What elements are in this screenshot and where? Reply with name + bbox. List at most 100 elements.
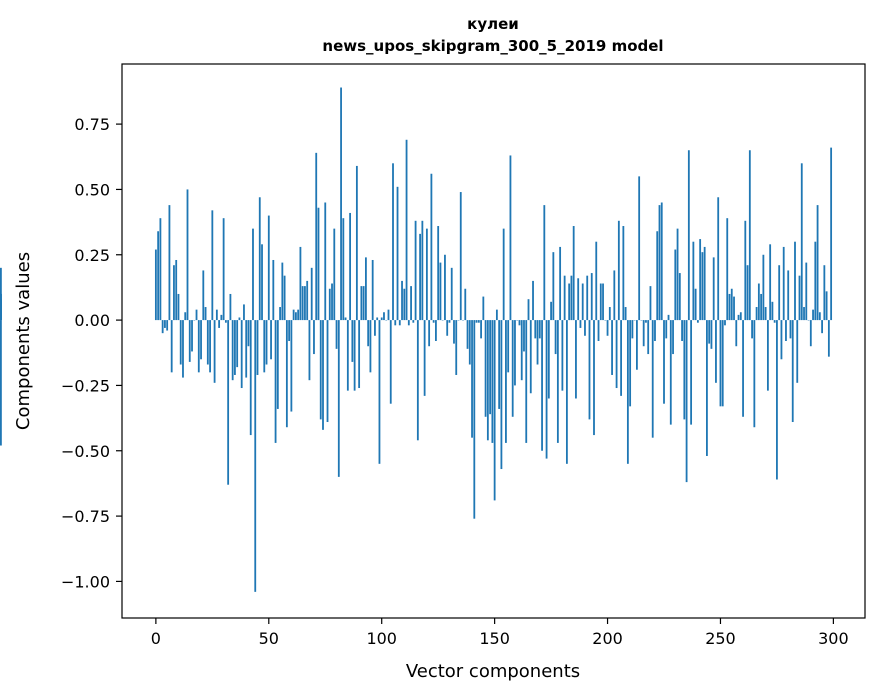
bar [748, 150, 751, 321]
bar [310, 267, 313, 321]
bar [439, 262, 442, 321]
bar [186, 189, 189, 321]
bar [753, 320, 756, 428]
bar [425, 228, 428, 321]
bar [270, 320, 272, 360]
bar [577, 278, 580, 321]
bar [823, 265, 826, 321]
bar [342, 218, 345, 321]
y-tick-label: −0.75 [61, 507, 110, 526]
bar [410, 286, 412, 321]
plot-frame [121, 63, 866, 619]
bar [699, 239, 702, 321]
bar [475, 320, 478, 323]
bar [218, 320, 221, 328]
bar [694, 288, 697, 321]
bar [656, 231, 659, 321]
bar [755, 307, 758, 321]
bar [505, 320, 507, 443]
bar [611, 320, 613, 375]
bar [572, 226, 575, 321]
x-axis: 0 50 100 150 200 250 300 [151, 618, 849, 648]
bar [498, 320, 501, 409]
bar [565, 320, 568, 464]
bar [636, 320, 638, 370]
bar [620, 320, 622, 396]
bar [398, 320, 401, 326]
bar [669, 320, 672, 425]
bar [204, 307, 207, 321]
y-tick-label: 0.25 [74, 246, 110, 265]
bar [206, 320, 209, 365]
bar [638, 176, 641, 321]
bar [647, 320, 650, 355]
bar [258, 197, 261, 321]
bar [175, 259, 178, 321]
bar [581, 283, 584, 321]
bar [240, 320, 243, 389]
bar [809, 320, 812, 347]
bar [191, 320, 193, 352]
bar [254, 320, 257, 592]
bar [798, 275, 801, 321]
bar [333, 228, 336, 321]
bar [195, 309, 198, 321]
bar [432, 320, 435, 323]
bar [301, 286, 304, 321]
bar [459, 192, 462, 321]
bar [595, 241, 598, 321]
bar [631, 320, 634, 339]
bar [285, 320, 288, 428]
bar [541, 320, 543, 451]
bar [263, 320, 266, 373]
bar [473, 320, 476, 519]
bar [367, 320, 370, 347]
bar [446, 320, 449, 336]
bar [726, 218, 729, 321]
bar [453, 320, 455, 344]
bar [706, 320, 708, 456]
bar [238, 317, 241, 321]
x-axis-label: Vector components [406, 661, 580, 682]
bar [428, 320, 431, 347]
bar [660, 202, 663, 321]
bar [665, 320, 668, 339]
bar [182, 320, 184, 378]
bar [681, 320, 683, 341]
bar [651, 320, 654, 438]
bar [608, 307, 611, 321]
bar [421, 220, 424, 321]
bar [509, 155, 512, 321]
bar [764, 307, 767, 321]
bar [358, 320, 361, 389]
bar [507, 320, 510, 373]
bar [676, 228, 679, 321]
bar [794, 241, 796, 321]
bar [209, 320, 211, 373]
bar [489, 320, 492, 415]
bar [396, 186, 399, 321]
bar [276, 320, 279, 409]
bar [812, 309, 814, 321]
bar [371, 259, 374, 321]
bar [642, 320, 645, 347]
bar [760, 293, 763, 321]
bar [667, 314, 670, 321]
bar [159, 218, 162, 321]
y-tick-label: 0.00 [74, 311, 110, 330]
y-tick-label: −0.25 [61, 376, 110, 395]
bar [502, 228, 505, 321]
y-tick-label: −0.50 [61, 442, 110, 461]
bar [315, 152, 318, 321]
bar [168, 205, 171, 321]
bar [796, 320, 799, 383]
bar [403, 288, 406, 321]
bar [733, 296, 735, 321]
bar [830, 147, 833, 321]
bar [353, 320, 356, 391]
bar [294, 312, 297, 321]
bar [552, 252, 555, 321]
y-tick-label: 0.75 [74, 115, 110, 134]
bar [423, 320, 426, 396]
